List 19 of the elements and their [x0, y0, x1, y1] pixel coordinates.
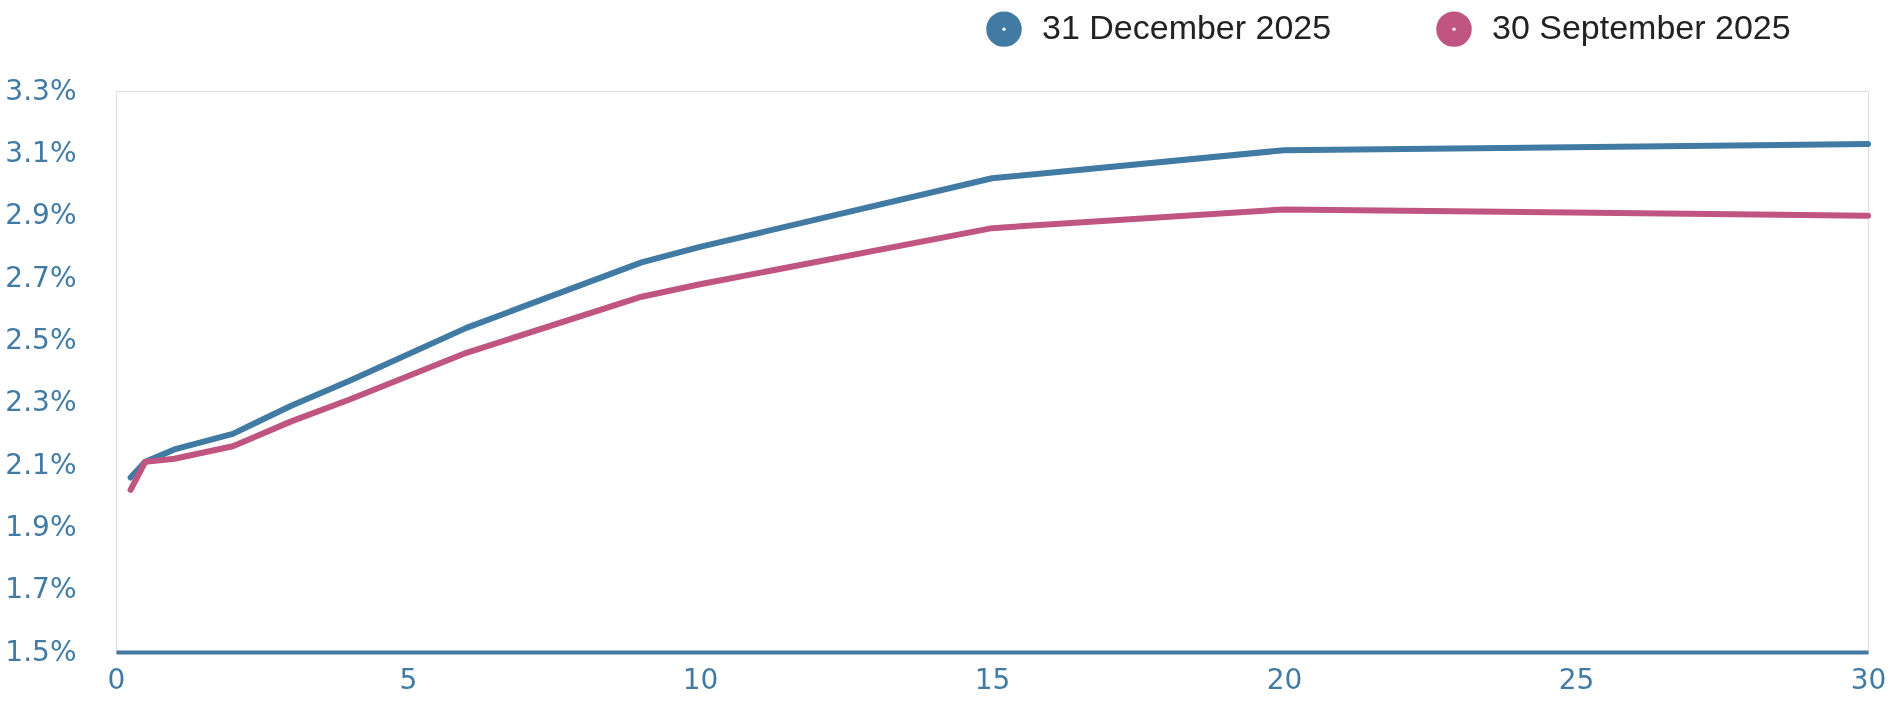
- y-tick-label: 2.9%: [5, 198, 77, 232]
- x-tick-label: 5: [399, 662, 418, 696]
- x-tick-label: 30: [1850, 662, 1887, 696]
- y-tick-label: 3.1%: [5, 135, 77, 169]
- legend-label: 31 December 2025: [1042, 8, 1332, 47]
- y-tick-label: 2.3%: [5, 385, 77, 419]
- y-tick-label: 1.5%: [5, 634, 77, 668]
- y-tick-label: 2.5%: [5, 322, 77, 356]
- y-tick-label: 2.1%: [5, 447, 77, 481]
- x-tick-label: 15: [974, 662, 1011, 696]
- x-tick-label: 10: [682, 662, 719, 696]
- x-tick-label: 20: [1266, 662, 1303, 696]
- y-tick-label: 1.7%: [5, 572, 77, 606]
- y-tick-label: 2.7%: [5, 260, 77, 294]
- x-tick-label: 0: [107, 662, 126, 696]
- x-tick-label: 25: [1558, 662, 1595, 696]
- y-tick-label: 3.3%: [5, 73, 77, 107]
- legend-label: 30 September 2025: [1492, 8, 1791, 47]
- y-tick-label: 1.9%: [5, 509, 77, 543]
